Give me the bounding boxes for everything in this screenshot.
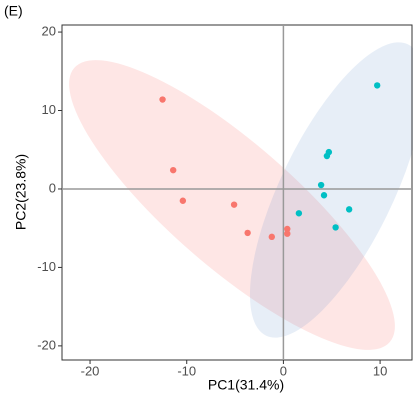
- point: [179, 197, 187, 204]
- point: [323, 152, 331, 160]
- point: [169, 166, 177, 174]
- ellipses: [69, 42, 413, 350]
- point: [332, 224, 339, 231]
- panel-label: (E): [4, 3, 23, 19]
- y-tick-label: -20: [37, 337, 56, 352]
- x-tick-label: 0: [280, 363, 287, 378]
- point: [295, 210, 303, 217]
- x-axis-label: PC1(31.4%): [208, 377, 284, 393]
- point: [320, 192, 328, 199]
- point: [345, 206, 353, 213]
- point: [244, 229, 251, 237]
- point: [284, 230, 291, 237]
- point: [230, 201, 238, 208]
- y-tick-label: -10: [37, 259, 56, 274]
- y-axis-label: PC2(23.8%): [13, 154, 29, 230]
- point: [268, 233, 276, 241]
- y-tick-label: 10: [42, 102, 56, 117]
- point: [284, 225, 291, 233]
- ellipse: [249, 42, 413, 338]
- point: [317, 181, 325, 189]
- x-tick-label: -20: [81, 363, 100, 378]
- x-tick-label: -10: [177, 363, 196, 378]
- y-tick-label: 0: [49, 180, 56, 195]
- point: [373, 82, 381, 89]
- panel-border: [61, 24, 413, 361]
- point: [159, 96, 166, 103]
- y-tick-label: 20: [42, 23, 56, 38]
- x-tick-label: 10: [373, 363, 387, 378]
